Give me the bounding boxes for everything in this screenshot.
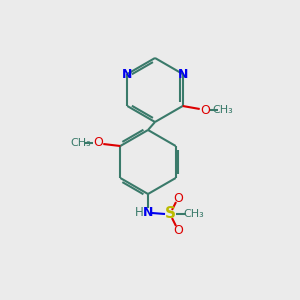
Text: CH₃: CH₃ (212, 105, 233, 115)
Text: H: H (135, 206, 143, 218)
Text: O: O (93, 136, 103, 149)
Text: O: O (173, 224, 183, 236)
Text: O: O (200, 103, 210, 116)
Text: CH₃: CH₃ (184, 209, 204, 219)
Text: S: S (164, 206, 175, 221)
Text: O: O (173, 191, 183, 205)
Text: N: N (178, 68, 188, 80)
Text: CH₃: CH₃ (70, 138, 91, 148)
Text: N: N (143, 206, 153, 218)
Text: N: N (122, 68, 133, 80)
